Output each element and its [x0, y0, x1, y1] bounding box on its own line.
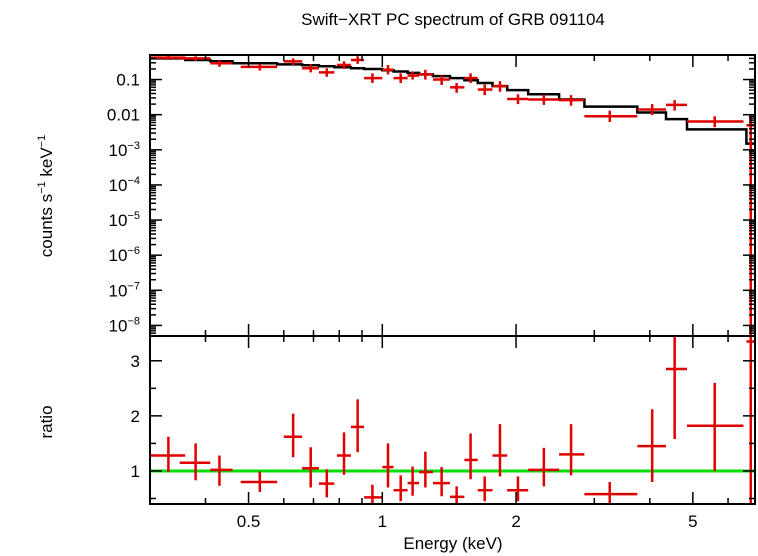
spectrum-point-17 [477, 84, 493, 96]
spectrum-point-2 [210, 60, 233, 67]
spectrum-point-23 [637, 104, 666, 115]
ratio-panel: 1 2 3 [131, 336, 755, 504]
spectrum-point-16 [464, 73, 478, 83]
spectrum-point-12 [407, 71, 420, 80]
spectrum-point-4 [283, 58, 303, 65]
spectrum-point-6 [318, 68, 335, 77]
ratio-point-3 [240, 471, 278, 492]
tick-exponent: −4 [127, 175, 140, 187]
ratio-point-7 [336, 432, 351, 475]
ratio-point-11 [393, 475, 408, 502]
ratio-point-6 [318, 469, 335, 498]
ratio-point-19 [507, 476, 529, 502]
spectrum-point-21 [559, 95, 585, 106]
ylabel-exp-1: −1 [36, 181, 48, 194]
spectrum-point-9 [364, 73, 383, 83]
tick-exponent: −7 [127, 280, 140, 292]
spectrum-y-tick-label-7: 10−8 [109, 315, 140, 335]
tick-base: 10 [109, 316, 128, 335]
ratio-point-26 [746, 336, 755, 504]
ratio-point-5 [302, 447, 319, 488]
ratio-point-4 [283, 413, 303, 458]
ratio-point-9 [364, 484, 383, 504]
spectrum-y-tick-label-6: 10−7 [109, 280, 140, 300]
ratio-point-8 [350, 399, 365, 453]
x-tick-label-3: 5 [688, 512, 697, 531]
ratio-y-axis-label: ratio [37, 405, 56, 438]
ratio-point-25 [686, 382, 744, 471]
ratio-point-13 [419, 451, 433, 488]
spectrum-y-tick-label-1: 0.01 [107, 106, 140, 125]
spectrum-y-tick-label-4: 10−5 [109, 210, 140, 230]
spectrum-y-tick-label-2: 10−3 [109, 140, 140, 160]
spectrum-y-axis-label: counts s−1 keV−1 [36, 135, 56, 257]
ratio-point-0 [150, 436, 186, 473]
spectrum-point-3 [240, 63, 278, 71]
spectrum-y-tick-label-5: 10−6 [109, 245, 140, 265]
ratio-point-1 [179, 443, 211, 481]
spectrum-point-22 [584, 110, 638, 122]
ratio-y-tick-label-0: 1 [131, 462, 140, 481]
ylabel-kev: keV [37, 147, 56, 182]
ratio-data-points [150, 336, 755, 504]
spectrum-data-points [150, 55, 755, 336]
x-axis-label: Energy (keV) [403, 534, 502, 553]
spectrum-y-tick-label-0: 0.1 [116, 71, 140, 90]
ratio-point-2 [210, 455, 233, 486]
tick-base: 10 [109, 246, 128, 265]
spectrum-point-18 [492, 81, 508, 92]
spectrum-point-15 [449, 82, 465, 93]
ratio-point-10 [382, 443, 394, 488]
ratio-point-22 [584, 481, 638, 504]
spectrum-point-20 [528, 94, 560, 105]
tick-exponent: −3 [127, 140, 140, 152]
ratio-point-12 [407, 466, 420, 496]
ratio-point-24 [665, 336, 687, 440]
ratio-point-20 [528, 447, 560, 487]
ratio-point-17 [477, 476, 493, 502]
chart-title: Swift−XRT PC spectrum of GRB 091104 [301, 10, 605, 29]
spectrum-point-24 [665, 100, 687, 111]
ratio-point-23 [637, 409, 666, 482]
spectrum-point-25 [686, 116, 744, 128]
ylabel-counts: counts s [37, 194, 56, 257]
ratio-y-tick-label-2: 3 [131, 352, 140, 371]
ratio-point-21 [559, 424, 585, 476]
spectrum-y-tick-label-3: 10−4 [109, 175, 140, 195]
spectrum-point-13 [419, 69, 433, 80]
spectrum-point-19 [507, 94, 529, 105]
tick-exponent: −6 [127, 245, 140, 257]
tick-base: 10 [109, 141, 128, 160]
x-tick-label-2: 2 [511, 512, 520, 531]
tick-base: 10 [109, 176, 128, 195]
spectrum-point-10 [382, 64, 394, 75]
ylabel-exp-2: −1 [36, 135, 48, 148]
ratio-point-15 [449, 486, 465, 504]
tick-exponent: −8 [127, 315, 140, 327]
tick-base: 10 [109, 281, 128, 300]
energy-x-axis: 0.5 1 2 5 [149, 55, 729, 531]
ratio-y-tick-label-1: 2 [131, 407, 140, 426]
spectrum-point-7 [336, 61, 351, 69]
x-tick-label-1: 1 [378, 512, 387, 531]
tick-exponent: −5 [127, 210, 140, 222]
tick-base: 10 [109, 211, 128, 230]
spectrum-point-11 [393, 73, 408, 83]
model-step-line [150, 57, 755, 145]
ratio-panel-frame [149, 335, 756, 505]
ratio-point-18 [492, 424, 508, 477]
spectrum-point-5 [302, 64, 319, 73]
x-tick-label-0: 0.5 [237, 512, 261, 531]
spectrum-point-14 [432, 75, 450, 85]
spectrum-panel-frame [149, 54, 756, 337]
ratio-point-16 [464, 433, 478, 480]
ratio-point-14 [432, 467, 450, 497]
model-curve [150, 57, 755, 145]
